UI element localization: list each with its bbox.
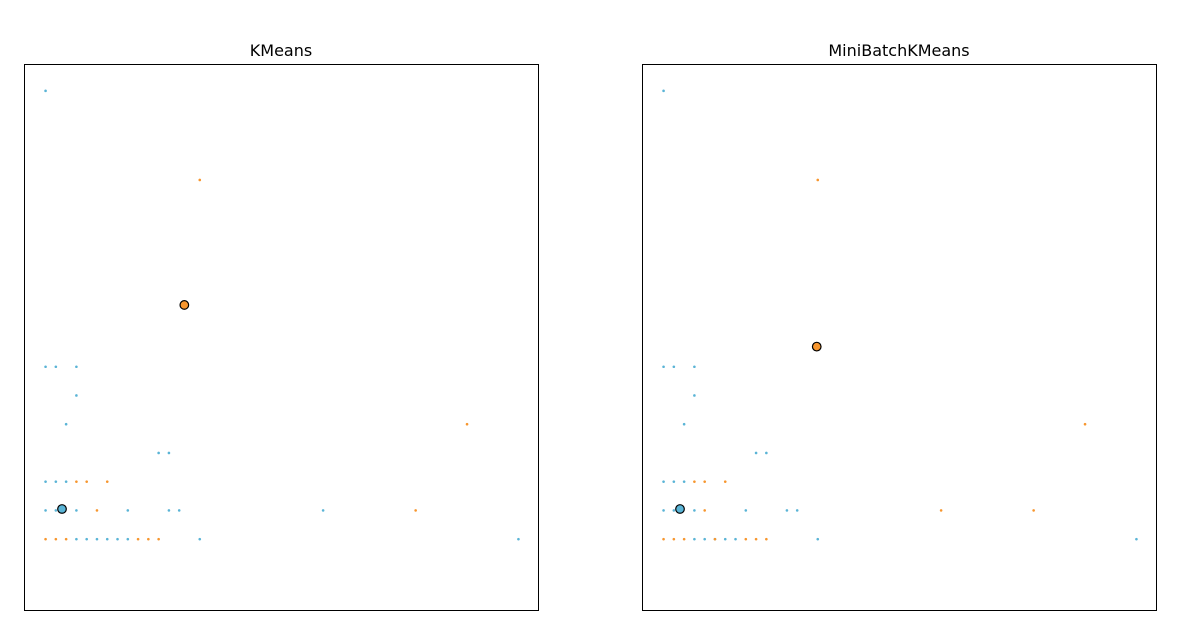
data-point <box>75 537 78 541</box>
scatter-marks-kmeans <box>44 89 520 541</box>
data-point <box>662 365 665 369</box>
data-point <box>54 365 58 369</box>
data-point <box>85 537 88 541</box>
data-point <box>723 537 727 541</box>
data-point <box>126 509 130 512</box>
data-point <box>321 509 325 512</box>
subplot-kmeans: KMeans <box>24 41 539 611</box>
data-point <box>682 480 686 483</box>
data-point <box>754 537 758 541</box>
data-point <box>672 480 676 483</box>
data-point <box>116 537 119 541</box>
data-point <box>795 509 799 512</box>
data-point <box>167 509 171 512</box>
scatter-marks-minibatchkmeans <box>662 89 1138 541</box>
subplot-minibatchkmeans: MiniBatchKMeans <box>642 41 1157 611</box>
cluster-center-marker <box>675 504 685 514</box>
subplot-title-minibatchkmeans: MiniBatchKMeans <box>828 41 969 60</box>
data-point <box>744 509 748 512</box>
data-point <box>44 509 47 512</box>
data-point <box>662 537 665 541</box>
data-point <box>198 537 202 541</box>
data-point <box>1032 509 1035 512</box>
data-point <box>64 422 68 426</box>
data-point <box>64 480 68 483</box>
data-point <box>785 509 789 512</box>
data-point <box>693 365 696 369</box>
subplot-title-kmeans: KMeans <box>250 41 312 60</box>
axes-frame-minibatchkmeans <box>642 64 1157 611</box>
data-point <box>682 422 686 426</box>
data-point <box>95 509 99 512</box>
data-point <box>765 451 768 455</box>
data-point <box>105 480 109 483</box>
data-point <box>44 537 47 541</box>
data-point <box>672 537 676 541</box>
data-point <box>75 480 78 483</box>
data-point <box>754 451 758 455</box>
data-point <box>54 480 58 483</box>
data-point <box>744 537 748 541</box>
axes-frame-kmeans <box>24 64 539 611</box>
data-point <box>54 509 58 512</box>
data-point <box>939 509 943 512</box>
data-point <box>85 480 88 483</box>
data-point <box>198 178 202 182</box>
data-point <box>95 537 99 541</box>
data-point <box>167 451 171 455</box>
data-point <box>147 537 150 541</box>
data-point <box>816 178 820 182</box>
data-point <box>693 480 696 483</box>
cluster-center-marker <box>57 504 67 514</box>
data-point <box>662 480 665 483</box>
cluster-center-marker <box>179 300 190 310</box>
data-point <box>64 537 68 541</box>
data-point <box>703 480 706 483</box>
data-point <box>105 537 109 541</box>
data-point <box>662 509 665 512</box>
data-point <box>703 537 706 541</box>
data-point <box>517 537 520 541</box>
data-point <box>75 394 78 397</box>
data-point <box>693 394 696 397</box>
data-point <box>44 365 47 369</box>
data-point <box>1083 422 1087 426</box>
data-point <box>672 509 676 512</box>
data-point <box>44 480 47 483</box>
data-point <box>703 509 706 512</box>
data-point <box>713 537 717 541</box>
data-point <box>157 537 160 541</box>
data-point <box>54 537 58 541</box>
data-point <box>693 509 696 512</box>
data-point <box>723 480 727 483</box>
data-point <box>414 509 417 512</box>
data-point <box>682 537 686 541</box>
data-point <box>75 365 78 369</box>
data-point <box>157 451 160 455</box>
data-point <box>136 537 140 541</box>
data-point <box>126 537 130 541</box>
data-point <box>765 537 768 541</box>
data-point <box>1135 537 1138 541</box>
data-point <box>693 537 696 541</box>
cluster-center-marker <box>811 341 822 352</box>
data-point <box>662 89 665 93</box>
data-point <box>734 537 737 541</box>
data-point <box>816 537 820 541</box>
data-point <box>672 365 676 369</box>
data-point <box>177 509 181 512</box>
data-point <box>44 89 47 93</box>
data-point <box>75 509 78 512</box>
data-point <box>465 422 469 426</box>
